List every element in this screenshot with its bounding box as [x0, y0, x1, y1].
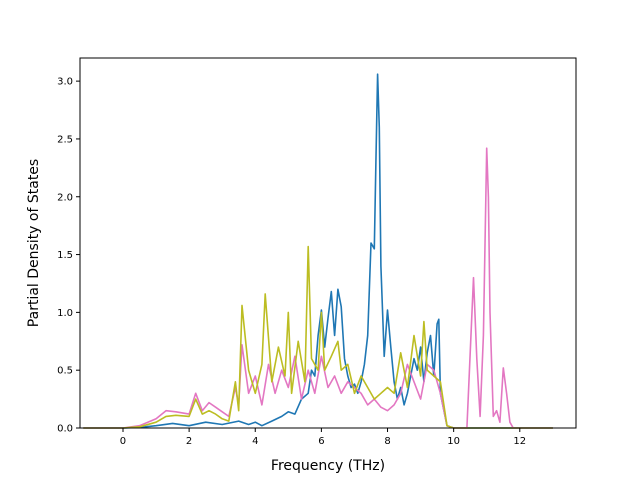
plot-background: [80, 58, 576, 428]
x-tick-label: 12: [513, 436, 526, 447]
series-line-2: [83, 147, 553, 429]
y-tick-label: 0.5: [57, 366, 73, 377]
x-tick-label: 6: [318, 436, 324, 447]
y-tick-label: 3.0: [57, 77, 73, 88]
y-tick-label: 0.0: [57, 424, 73, 435]
y-axis-label: Partial Density of States: [26, 159, 42, 327]
series-layer: [83, 73, 553, 429]
plot-frame: [79, 57, 577, 429]
x-tick-label: 0: [120, 436, 126, 447]
y-tick-label: 2.0: [57, 192, 73, 203]
x-tick-label: 10: [447, 436, 460, 447]
x-axis-label: Frequency (THz): [271, 458, 385, 474]
x-tick-label: 4: [252, 436, 258, 447]
x-tick-label: 2: [186, 436, 192, 447]
y-axis-ticks: 0.0 0.5 1.0 1.5 2.0 2.5 3.0: [57, 77, 80, 435]
y-tick-label: 2.5: [57, 134, 73, 145]
x-axis-ticks: 0 2 4 6 8 10 12: [120, 428, 526, 447]
series-line-3: [83, 245, 553, 429]
y-tick-label: 1.0: [57, 308, 73, 319]
y-tick-label: 1.5: [57, 250, 73, 261]
x-tick-label: 8: [384, 436, 390, 447]
